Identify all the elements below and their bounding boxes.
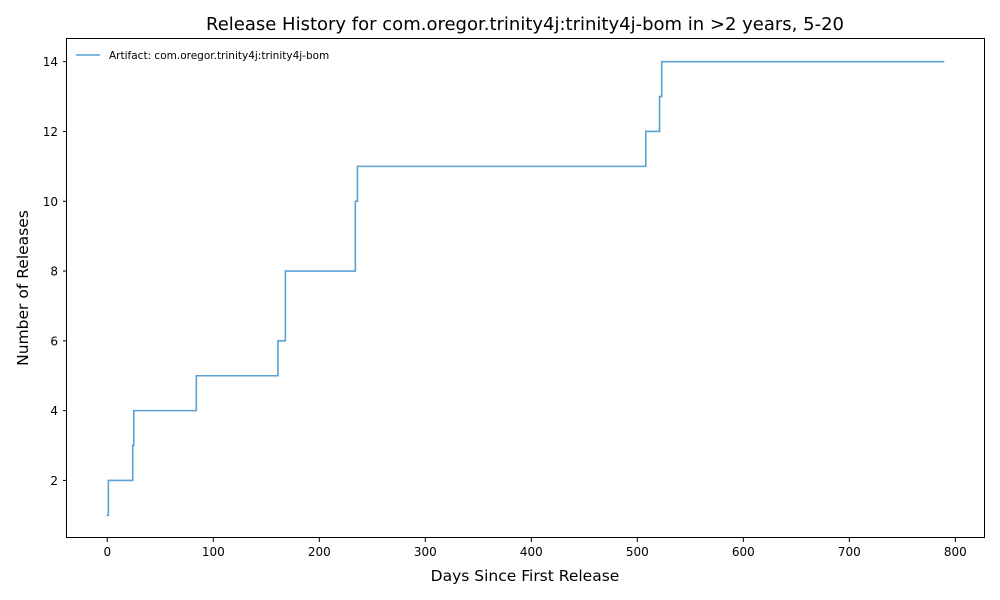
data-point <box>356 165 359 168</box>
y-tick-label: 2 <box>50 474 58 488</box>
y-axis-label: Number of Releases <box>14 210 32 366</box>
data-point <box>277 340 279 342</box>
series-line <box>107 60 944 517</box>
data-point <box>942 60 945 63</box>
data-point <box>132 409 135 412</box>
x-tick-label: 200 <box>308 545 331 559</box>
x-tick-label: 400 <box>520 545 543 559</box>
data-point <box>658 95 661 98</box>
x-tick-label: 100 <box>202 545 225 559</box>
series-layer <box>106 60 945 517</box>
y-tick-label: 12 <box>43 125 58 139</box>
x-tick-label: 0 <box>103 545 111 559</box>
y-tick-label: 4 <box>50 404 58 418</box>
y-tick-label: 14 <box>43 55 58 69</box>
x-tick-label: 300 <box>414 545 437 559</box>
data-point <box>354 200 357 203</box>
x-tick-label: 600 <box>732 545 755 559</box>
chart-title: Release History for com.oregor.trinity4j… <box>206 14 844 35</box>
data-point <box>106 514 109 517</box>
y-tick-label: 6 <box>50 334 58 348</box>
x-axis-label: Days Since First Release <box>431 567 620 585</box>
x-axis-ticks: 0 100 200 300 400 500 600 700 800 <box>103 538 967 559</box>
legend-label: Artifact: com.oregor.trinity4j:trinity4j… <box>109 50 329 62</box>
y-tick-label: 8 <box>50 265 58 279</box>
y-axis-ticks: 2 4 6 8 10 12 14 <box>43 55 67 488</box>
plot-frame <box>66 38 985 538</box>
data-point <box>644 130 647 133</box>
y-tick-label: 10 <box>43 195 58 209</box>
legend: Artifact: com.oregor.trinity4j:trinity4j… <box>76 50 329 62</box>
x-tick-label: 800 <box>944 545 967 559</box>
data-point <box>131 444 134 447</box>
x-tick-label: 500 <box>626 545 649 559</box>
data-point <box>284 270 287 272</box>
data-point <box>195 374 198 377</box>
data-point <box>660 60 663 63</box>
data-point <box>107 479 110 482</box>
x-tick-label: 700 <box>838 545 861 559</box>
